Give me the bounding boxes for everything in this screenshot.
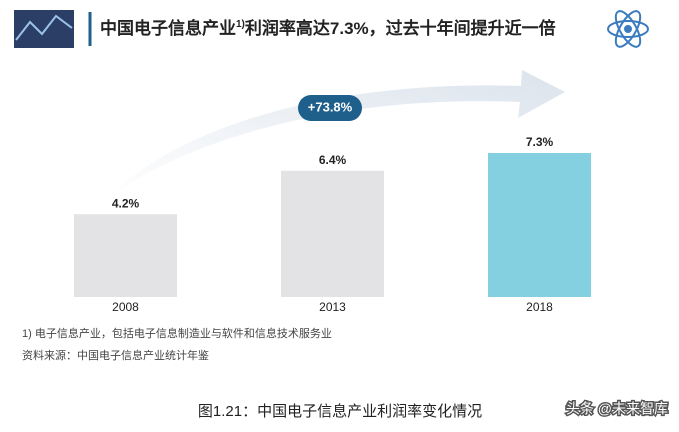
x-tick-label: 2008 (112, 300, 139, 314)
header-thumbnail (14, 10, 74, 48)
caption: 图1.21：中国电子信息产业利润率变化情况 (198, 403, 482, 420)
value-label: 7.3% (526, 135, 554, 149)
source: 资料来源：中国电子信息产业统计年鉴 (22, 348, 209, 362)
x-tick-label: 2013 (319, 300, 346, 314)
title-part: 中国电子信息产业 (100, 18, 236, 38)
value-label: 4.2% (112, 196, 140, 210)
bar (74, 214, 177, 297)
thumbnail-graphic (15, 14, 73, 41)
value-label: 6.4% (319, 153, 347, 167)
x-tick-label: 2018 (526, 300, 553, 314)
footnote: 1) 电子信息产业，包括电子信息制造业与软件和信息技术服务业 (22, 326, 332, 340)
bar (488, 153, 591, 297)
title-superscript: 1) (236, 19, 245, 30)
annotation: +73.8% (308, 99, 353, 114)
annotation-pill (298, 95, 362, 121)
atom-icon (607, 10, 649, 48)
title-part: 利润率高达7.3%，过去十年间提升近一倍 (245, 18, 556, 38)
bar (281, 170, 384, 297)
chart-title: 中国电子信息产业1)利润率高达7.3%，过去十年间提升近一倍 (100, 18, 556, 38)
watermark: 头条 @未来智库 (566, 401, 668, 417)
